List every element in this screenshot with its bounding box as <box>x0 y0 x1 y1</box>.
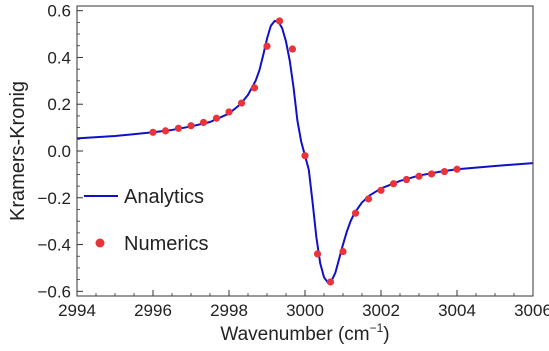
data-point-numerics <box>389 180 398 188</box>
data-point-numerics <box>187 122 195 130</box>
data-point-numerics <box>364 195 373 203</box>
legend-label-numerics: Numerics <box>124 233 208 255</box>
data-point-numerics <box>212 114 221 122</box>
y-tick-label: 0.6 <box>47 2 71 21</box>
data-point-numerics <box>174 124 183 132</box>
data-point-numerics <box>351 209 360 217</box>
y-tick-label: −0.2 <box>37 189 71 208</box>
x-tick-label: 3000 <box>286 301 324 320</box>
data-point-numerics <box>161 127 170 135</box>
data-point-numerics <box>288 45 297 53</box>
data-point-numerics <box>275 17 284 25</box>
data-point-numerics <box>263 42 271 50</box>
data-point-numerics <box>250 84 259 92</box>
x-tick-label: 3002 <box>362 301 400 320</box>
data-point-numerics <box>415 172 423 180</box>
data-point-numerics <box>326 278 335 286</box>
data-point-numerics <box>377 186 385 194</box>
x-tick-label: 3006 <box>514 301 549 320</box>
y-tick-label: −0.6 <box>37 282 71 301</box>
legend: Analytics Numerics <box>84 186 208 255</box>
data-point-numerics <box>149 128 157 136</box>
data-point-numerics <box>453 165 461 173</box>
y-tick-label: 0.4 <box>47 48 71 67</box>
data-point-numerics <box>313 250 322 258</box>
x-tick-label: 3004 <box>438 301 476 320</box>
data-point-numerics <box>339 247 347 256</box>
data-point-numerics <box>237 99 246 107</box>
data-point-numerics <box>440 167 449 176</box>
ticks-layer: 2994 2996 2998 3000 3002 3004 3006 −0.6 −0.4 −0.2… <box>37 2 549 320</box>
x-tick-label: 2998 <box>210 301 248 320</box>
x-axis-title: Wavenumber (cm−1) <box>220 321 389 345</box>
data-point-numerics <box>427 170 436 178</box>
data-point-numerics <box>301 152 309 160</box>
y-tick-label: 0.2 <box>47 95 71 114</box>
legend-dot-sample <box>95 238 105 248</box>
y-tick-label: 0.0 <box>47 142 71 161</box>
y-tick-label: −0.4 <box>37 236 71 255</box>
y-axis-title: Kramers-Kronig <box>7 81 29 221</box>
x-tick-label: 2994 <box>58 301 96 320</box>
x-tick-label: 2996 <box>134 301 172 320</box>
data-point-numerics <box>402 175 411 184</box>
legend-label-analytics: Analytics <box>124 186 204 208</box>
data-point-numerics <box>225 108 233 116</box>
data-point-numerics <box>199 118 208 127</box>
series-layer <box>77 17 533 286</box>
